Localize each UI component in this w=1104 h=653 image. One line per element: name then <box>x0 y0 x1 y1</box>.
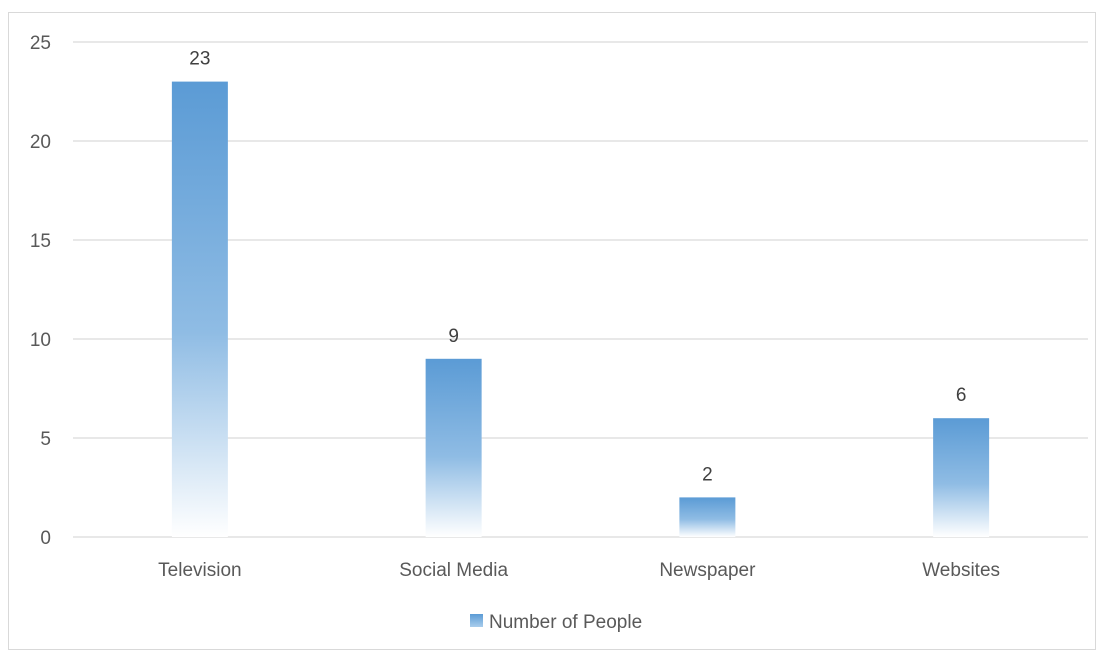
y-tick-label: 25 <box>30 33 51 54</box>
bars <box>172 82 989 537</box>
y-tick-label: 0 <box>40 528 51 549</box>
x-category-label: Television <box>158 560 241 581</box>
x-category-label: Social Media <box>399 560 508 581</box>
x-category-label: Websites <box>922 560 1000 581</box>
y-tick-label: 15 <box>30 231 51 252</box>
data-label: 23 <box>189 49 210 70</box>
legend-swatch <box>470 614 483 627</box>
x-axis-category-labels: Television Social Media Newspaper Websites <box>158 560 1000 581</box>
y-axis-tick-labels: 0 5 10 15 20 25 <box>30 33 51 549</box>
legend: Number of People <box>470 612 642 633</box>
bar-social-media <box>426 359 482 537</box>
y-tick-label: 20 <box>30 132 51 153</box>
legend-label: Number of People <box>489 612 642 633</box>
bar-websites <box>933 418 989 537</box>
data-label: 9 <box>448 326 459 347</box>
bar-newspaper <box>679 497 735 537</box>
x-category-label: Newspaper <box>659 560 756 581</box>
bar-television <box>172 82 228 537</box>
data-labels: 23 9 2 6 <box>189 49 966 486</box>
data-label: 6 <box>956 385 967 406</box>
y-tick-label: 10 <box>30 330 51 351</box>
y-tick-label: 5 <box>40 429 51 450</box>
data-label: 2 <box>702 464 713 485</box>
